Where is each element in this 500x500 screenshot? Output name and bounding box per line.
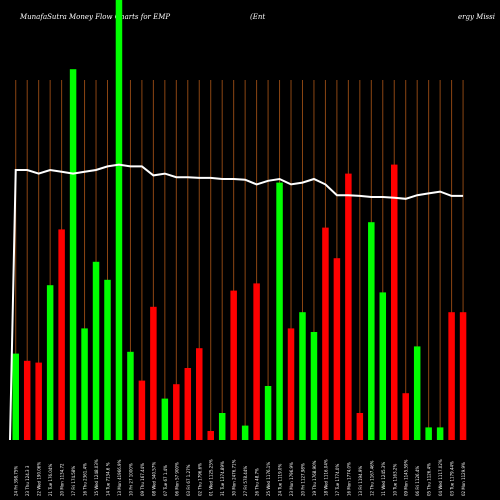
bar-red [391, 164, 398, 440]
price-line [9, 163, 464, 441]
x-tick-label: 12 Thu 1167.46% [369, 460, 374, 496]
bar-red [150, 306, 157, 440]
x-tick-label: 26 Thu 48.7% [255, 468, 260, 496]
bar-green [368, 222, 375, 440]
x-tick-label: 03 Tue 1179.44% [450, 461, 455, 496]
bar-green [104, 279, 111, 440]
bar-red [196, 348, 203, 440]
x-tick-label: 17 Fri 174.58% [71, 466, 76, 496]
bar-green [241, 425, 249, 440]
x-tick-label: 08 Wed 340.57% [151, 462, 156, 496]
x-tick-label: 25 Wed 1176.1% [266, 462, 271, 496]
x-tick-label: 31 Tue 1374.89% [220, 461, 225, 496]
bar-green [92, 261, 100, 440]
x-tick-label: 06 Fri 1126.4% [415, 466, 420, 496]
bar-red [184, 368, 192, 440]
x-tick-label: 13 Fri 1194.9% [358, 466, 363, 496]
x-tick-label: 17 Tue 1774.0% [335, 464, 340, 496]
bar-green [310, 332, 318, 440]
bar-green [115, 0, 123, 440]
bar-red [23, 360, 31, 440]
bar-red [138, 380, 146, 440]
x-tick-label: 24 Tue 1119.0% [278, 464, 283, 496]
chart-title-right: ergy Missi [458, 13, 495, 21]
x-tick-label: 16 Thu 2361.4% [83, 463, 88, 496]
bar-green [299, 312, 306, 440]
x-tick-label: 21 Tue 176.04% [48, 464, 53, 496]
bar-red [345, 173, 352, 440]
bar-red [230, 290, 237, 440]
x-tick-label: 27 Fri 578.44% [243, 466, 248, 496]
bar-red [287, 328, 295, 440]
bars [12, 0, 467, 440]
bar-red [173, 384, 180, 440]
x-tick-label: 10 Tue 1163.2% [392, 464, 397, 496]
chart-title-mid: (Ent [250, 13, 266, 21]
x-tick-label: 18 Wed 1116.04% [323, 459, 328, 496]
bar-red [333, 258, 341, 440]
x-tick-label: 23 Thu 124.3 3 [25, 465, 30, 496]
x-tick-label: 23 Mon 1796.9% [289, 462, 294, 496]
x-tick-label: 24 Fri 398.75% [14, 466, 19, 496]
x-tick-label: 01 Wed 1125.25% [209, 459, 214, 496]
bar-green [276, 182, 283, 440]
bar-green [264, 386, 272, 440]
bar-green [436, 427, 444, 440]
x-tick-label: 10 Fri 27 1000% [128, 463, 133, 496]
x-tick-label: 02 Thu 1796.6% [197, 463, 202, 496]
x-tick-label: 20 Fri 1127.98% [300, 463, 305, 496]
bar-green [218, 413, 226, 440]
bar-red [448, 312, 455, 440]
bar-green [413, 346, 421, 440]
x-tick-label: 04 Wed 1117.02% [438, 459, 443, 496]
x-tick-label: 14 Tue 7134.6 % [106, 462, 111, 496]
x-tick-label: 20 Mon 1134.72 [60, 463, 65, 496]
bar-red [322, 227, 329, 440]
price-line-path [9, 163, 464, 441]
x-tick-label: 05 Thu 1126.4% [427, 463, 432, 496]
x-tick-label: 30 Mon 2476.71% [232, 459, 237, 496]
x-tick-label: 09 Thu 167.44% [140, 463, 145, 496]
bar-red [253, 283, 260, 440]
bar-green [69, 69, 77, 440]
bar-red [58, 229, 65, 440]
bar-red [207, 431, 214, 440]
bar-red [35, 362, 42, 440]
bar-green [46, 285, 54, 440]
x-tick-label: 07 Tue 67 1.4% [163, 465, 168, 496]
bar-green [12, 353, 19, 440]
bar-red [356, 413, 364, 440]
x-tick-label: 13 Mon 41966.9% [117, 459, 122, 496]
x-tick-label: 11 Wed 1245.3% [381, 462, 386, 496]
bar-green [161, 398, 169, 440]
x-tick-label: 16 Mon 1774.0% [346, 462, 351, 496]
x-tick-label: 03 Fri 67 1.27% [186, 464, 191, 496]
bar-red [402, 393, 409, 440]
bar-green [425, 427, 432, 440]
x-tick-label: 06 Mon 57 900% [174, 462, 179, 496]
bar-red [459, 312, 467, 440]
x-tick-label: 02 Mon 1129.9% [461, 462, 466, 496]
x-tick-label: 09 Mon 1145.59% [404, 459, 409, 496]
bar-green [379, 292, 387, 440]
x-axis-labels: 24 Fri 398.75% 23 Thu 124.3 3 22 Wed 190.0… [14, 459, 466, 496]
x-tick-label: 22 Wed 190.06% [37, 462, 42, 496]
x-tick-label: 19 Thu 1768.90% [312, 460, 317, 496]
bar-green [81, 328, 88, 440]
bar-green [127, 351, 134, 440]
x-tick-label: 15 Wed 1248.03% [94, 459, 99, 496]
chart-title-left: MunafaSutra Money Flow Charts for EMP [20, 13, 171, 21]
